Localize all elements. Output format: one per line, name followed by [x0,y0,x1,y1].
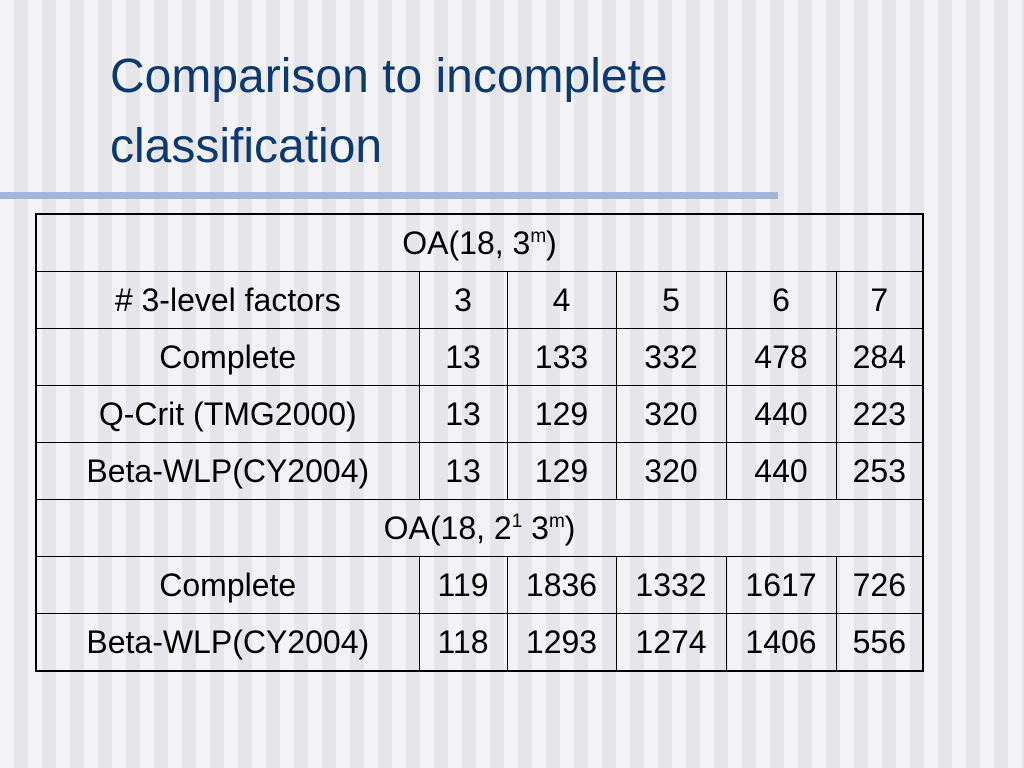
cell: 253 [835,442,924,500]
row-label: Q-Crit (TMG2000) [35,385,420,443]
cell: 440 [725,385,837,443]
section-heading: OA(18, 3m) [35,213,924,272]
cell: 13 [418,385,508,443]
heading-text: 3 [522,509,549,546]
title-rule [0,192,778,199]
superscript: 1 [511,510,523,532]
row-label: Complete [35,328,420,386]
cell: 5 [615,271,727,329]
row-label: Beta-WLP(CY2004) [35,442,420,500]
section-heading: OA(18, 21 3m) [35,499,924,557]
superscript: m [548,510,565,532]
cell: 4 [506,271,617,329]
cell: 284 [835,328,924,386]
cell: 320 [615,442,727,500]
cell: 119 [418,556,508,614]
cell: 129 [506,442,617,500]
cell: 3 [418,271,508,329]
superscript: m [530,225,547,247]
cell: 13 [418,442,508,500]
data-row: Complete 13 133 332 478 284 [35,328,924,386]
row-label: # 3-level factors [35,271,420,329]
cell: 556 [835,613,924,672]
cell: 1332 [615,556,727,614]
cell: 133 [506,328,617,386]
heading-text: OA(18, 2 [383,509,512,546]
cell: 223 [835,385,924,443]
cell: 1836 [506,556,617,614]
cell: 129 [506,385,617,443]
row-label: Complete [35,556,420,614]
data-row: Beta-WLP(CY2004) 118 1293 1274 1406 556 [35,613,924,672]
slide-title: Comparison to incomplete classification [110,50,668,173]
cell: 6 [725,271,837,329]
cell: 1274 [615,613,727,672]
cell: 320 [615,385,727,443]
heading-text: OA(18, 3 [402,224,531,261]
comparison-table: OA(18, 3m) # 3-level factors 3 4 5 6 7 Complete… [35,213,925,672]
cell: 1406 [725,613,837,672]
cell: 332 [615,328,727,386]
cell: 440 [725,442,837,500]
heading-text: ) [546,224,557,261]
data-row: Beta-WLP(CY2004) 13 129 320 440 253 [35,442,924,500]
cell: 478 [725,328,837,386]
header-row: # 3-level factors 3 4 5 6 7 [35,271,924,329]
cell: 1617 [725,556,837,614]
cell: 726 [835,556,924,614]
section-heading-row: OA(18, 21 3m) [35,499,924,557]
heading-text: ) [564,509,576,546]
cell: 7 [835,271,924,329]
cell: 118 [418,613,508,672]
data-row: Complete 119 1836 1332 1617 726 [35,556,924,614]
cell: 13 [418,328,508,386]
table-body: OA(18, 3m) # 3-level factors 3 4 5 6 7 Complete… [35,213,924,672]
data-row: Q-Crit (TMG2000) 13 129 320 440 223 [35,385,924,443]
cell: 1293 [506,613,617,672]
section-heading-row: OA(18, 3m) [35,213,924,272]
row-label: Beta-WLP(CY2004) [35,613,420,672]
